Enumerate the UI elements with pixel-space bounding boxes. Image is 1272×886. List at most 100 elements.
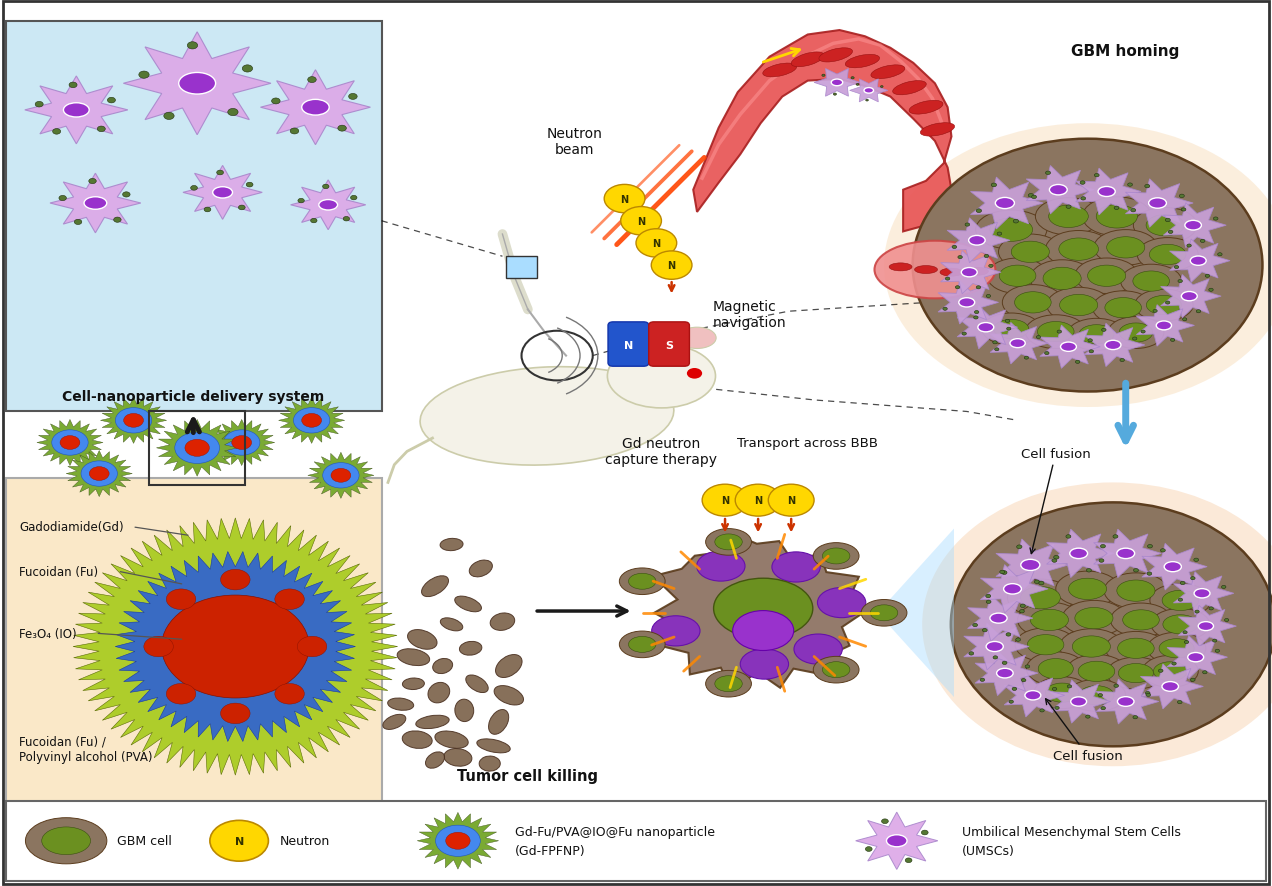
Circle shape — [1067, 685, 1072, 688]
Circle shape — [174, 432, 220, 464]
Circle shape — [986, 601, 991, 603]
Polygon shape — [1142, 544, 1207, 590]
Circle shape — [604, 185, 645, 214]
Polygon shape — [976, 651, 1038, 696]
Ellipse shape — [1123, 610, 1159, 630]
Circle shape — [1089, 350, 1094, 354]
Circle shape — [1119, 359, 1124, 362]
Circle shape — [1145, 692, 1150, 695]
Ellipse shape — [1072, 636, 1110, 657]
Ellipse shape — [813, 657, 859, 683]
Ellipse shape — [496, 655, 522, 678]
Ellipse shape — [993, 320, 1029, 339]
Circle shape — [298, 199, 304, 204]
Polygon shape — [878, 529, 954, 697]
Ellipse shape — [1105, 341, 1121, 350]
Ellipse shape — [1079, 325, 1114, 345]
Circle shape — [298, 636, 327, 657]
Circle shape — [866, 100, 869, 102]
Ellipse shape — [1015, 628, 1076, 662]
Polygon shape — [1084, 324, 1145, 367]
Ellipse shape — [962, 268, 977, 277]
Ellipse shape — [319, 200, 337, 211]
Circle shape — [1208, 289, 1213, 292]
Ellipse shape — [1191, 257, 1206, 266]
Text: (Gd-FPFNP): (Gd-FPFNP) — [515, 844, 586, 857]
Circle shape — [1141, 330, 1145, 334]
Circle shape — [144, 636, 173, 657]
Circle shape — [851, 78, 855, 80]
Circle shape — [997, 233, 1002, 236]
Ellipse shape — [763, 64, 796, 78]
Ellipse shape — [1104, 573, 1168, 609]
Circle shape — [301, 414, 322, 428]
Ellipse shape — [1149, 198, 1166, 209]
Polygon shape — [1126, 180, 1193, 228]
Circle shape — [1053, 556, 1060, 559]
Circle shape — [310, 219, 317, 223]
Ellipse shape — [861, 600, 907, 626]
Circle shape — [969, 652, 973, 656]
Ellipse shape — [1163, 591, 1198, 610]
Circle shape — [1086, 569, 1091, 572]
Ellipse shape — [651, 616, 700, 646]
Text: Cell fusion: Cell fusion — [1046, 699, 1122, 762]
Circle shape — [122, 192, 130, 198]
Circle shape — [323, 463, 359, 488]
Ellipse shape — [959, 299, 974, 307]
Polygon shape — [1136, 306, 1194, 346]
Circle shape — [1039, 709, 1044, 712]
Ellipse shape — [1030, 260, 1094, 298]
Circle shape — [1088, 339, 1093, 343]
Ellipse shape — [1007, 579, 1074, 617]
Circle shape — [351, 196, 357, 200]
Ellipse shape — [1094, 230, 1158, 266]
Ellipse shape — [969, 237, 986, 245]
Polygon shape — [50, 174, 141, 234]
Ellipse shape — [1046, 683, 1079, 703]
Circle shape — [36, 102, 43, 108]
Ellipse shape — [1154, 662, 1187, 681]
Circle shape — [1081, 198, 1085, 201]
Text: Gd-Fu/PVA@IO@Fu nanoparticle: Gd-Fu/PVA@IO@Fu nanoparticle — [515, 825, 715, 837]
FancyBboxPatch shape — [649, 323, 689, 367]
Ellipse shape — [42, 827, 90, 855]
Circle shape — [1221, 586, 1226, 589]
Ellipse shape — [416, 715, 449, 729]
Circle shape — [1178, 701, 1182, 704]
Ellipse shape — [1163, 615, 1198, 634]
Circle shape — [1016, 545, 1021, 549]
Circle shape — [1013, 688, 1016, 691]
Polygon shape — [279, 398, 345, 444]
Ellipse shape — [976, 211, 1047, 250]
Text: Gadodiamide(Gd): Gadodiamide(Gd) — [19, 521, 123, 533]
Polygon shape — [1047, 530, 1114, 578]
Text: Gd neutron
capture therapy: Gd neutron capture therapy — [605, 437, 717, 467]
Ellipse shape — [383, 715, 406, 729]
Ellipse shape — [1075, 608, 1113, 629]
Circle shape — [1102, 329, 1107, 332]
Ellipse shape — [402, 678, 425, 690]
Circle shape — [290, 128, 299, 135]
Text: Fucoidan (Fu) /
Polyvinyl alcohol (PVA): Fucoidan (Fu) / Polyvinyl alcohol (PVA) — [19, 734, 153, 763]
Ellipse shape — [1038, 659, 1074, 679]
Circle shape — [986, 595, 991, 598]
Ellipse shape — [875, 242, 995, 299]
Circle shape — [1179, 195, 1184, 198]
Ellipse shape — [1146, 215, 1184, 237]
Polygon shape — [1160, 276, 1221, 318]
Ellipse shape — [440, 539, 463, 551]
Ellipse shape — [706, 529, 752, 556]
Circle shape — [943, 307, 948, 311]
Polygon shape — [981, 565, 1048, 613]
Circle shape — [116, 408, 151, 433]
Ellipse shape — [870, 605, 898, 621]
Circle shape — [52, 129, 61, 135]
Text: N: N — [668, 260, 675, 271]
Circle shape — [833, 94, 837, 96]
Polygon shape — [856, 812, 937, 869]
Ellipse shape — [421, 576, 449, 597]
Ellipse shape — [950, 503, 1272, 746]
Polygon shape — [1039, 326, 1100, 369]
Ellipse shape — [791, 53, 824, 67]
